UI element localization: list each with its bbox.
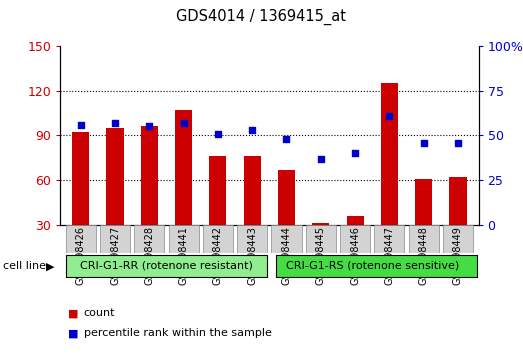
- Text: GSM498445: GSM498445: [316, 225, 326, 285]
- Bar: [141, 126, 158, 225]
- Point: [214, 131, 222, 136]
- Bar: [107, 128, 123, 225]
- Text: GSM498427: GSM498427: [110, 225, 120, 285]
- Text: CRI-G1-RR (rotenone resistant): CRI-G1-RR (rotenone resistant): [80, 261, 253, 271]
- Text: GSM498449: GSM498449: [453, 225, 463, 285]
- FancyBboxPatch shape: [65, 255, 267, 277]
- FancyBboxPatch shape: [100, 225, 130, 252]
- FancyBboxPatch shape: [374, 225, 404, 252]
- Point: [351, 150, 359, 156]
- Text: GSM498426: GSM498426: [76, 225, 86, 285]
- Bar: [449, 177, 467, 225]
- Point: [179, 120, 188, 126]
- Point: [111, 120, 119, 126]
- Bar: [347, 216, 363, 225]
- FancyBboxPatch shape: [306, 225, 336, 252]
- Bar: [244, 156, 261, 225]
- Text: GSM498442: GSM498442: [213, 225, 223, 285]
- Point: [454, 140, 462, 145]
- Text: GSM498441: GSM498441: [179, 225, 189, 285]
- FancyBboxPatch shape: [168, 225, 199, 252]
- Text: GSM498443: GSM498443: [247, 225, 257, 285]
- FancyBboxPatch shape: [237, 225, 267, 252]
- Point: [419, 140, 428, 145]
- Bar: [381, 83, 398, 225]
- Text: CRI-G1-RS (rotenone sensitive): CRI-G1-RS (rotenone sensitive): [286, 261, 459, 271]
- Point: [248, 127, 256, 133]
- Text: GSM498428: GSM498428: [144, 225, 154, 285]
- FancyBboxPatch shape: [443, 225, 473, 252]
- FancyBboxPatch shape: [203, 225, 233, 252]
- FancyBboxPatch shape: [134, 225, 164, 252]
- FancyBboxPatch shape: [408, 225, 439, 252]
- Text: GSM498446: GSM498446: [350, 225, 360, 285]
- Text: GSM498447: GSM498447: [384, 225, 394, 285]
- Bar: [72, 132, 89, 225]
- Bar: [278, 170, 295, 225]
- Text: ■: ■: [68, 308, 78, 318]
- Text: count: count: [84, 308, 115, 318]
- FancyBboxPatch shape: [276, 255, 477, 277]
- Text: ▶: ▶: [46, 261, 54, 271]
- Text: cell line: cell line: [3, 261, 46, 271]
- Bar: [415, 179, 432, 225]
- Point: [316, 156, 325, 161]
- Bar: [312, 223, 329, 225]
- Text: GSM498444: GSM498444: [281, 225, 291, 285]
- Point: [145, 124, 153, 129]
- Point: [385, 113, 394, 119]
- Text: GDS4014 / 1369415_at: GDS4014 / 1369415_at: [176, 9, 347, 25]
- FancyBboxPatch shape: [65, 225, 96, 252]
- Bar: [209, 156, 226, 225]
- Point: [282, 136, 291, 142]
- Bar: [175, 110, 192, 225]
- Text: percentile rank within the sample: percentile rank within the sample: [84, 329, 271, 338]
- Text: GSM498448: GSM498448: [419, 225, 429, 285]
- Text: ■: ■: [68, 329, 78, 338]
- FancyBboxPatch shape: [271, 225, 302, 252]
- FancyBboxPatch shape: [340, 225, 370, 252]
- Point: [76, 122, 85, 127]
